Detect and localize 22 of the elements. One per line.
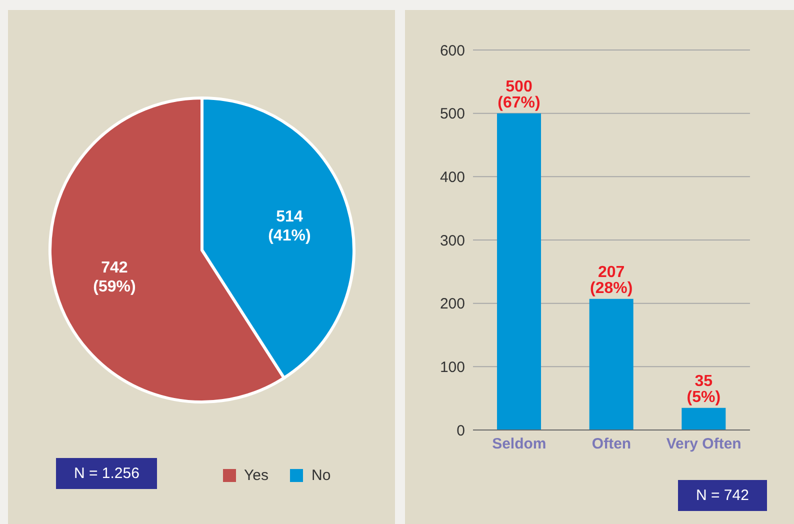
y-tick-label: 100 [440, 358, 465, 376]
bar [682, 408, 726, 430]
data-label: 742 (59%) [93, 260, 136, 296]
bar [589, 298, 634, 430]
data-label: 514 (41%) [268, 208, 311, 244]
data-label: 500 (67%) [498, 78, 540, 112]
y-tick-label: 500 [440, 106, 465, 123]
y-tick-label: 400 [440, 168, 465, 186]
data-label: 35 (5%) [686, 372, 721, 406]
y-tick-label: 0 [456, 422, 465, 440]
x-tick-label: Very Often [666, 436, 742, 453]
data-label: 207 (28%) [590, 264, 633, 297]
y-tick-label: 200 [440, 296, 465, 313]
text: N = 1.256 [56, 458, 158, 489]
x-tick-label: Often [592, 436, 632, 453]
legend-label: No [310, 467, 331, 484]
text: N = 742 [678, 480, 767, 511]
bar [497, 113, 542, 430]
x-tick-label: Seldom [492, 436, 546, 453]
y-tick-label: 600 [440, 42, 465, 60]
legend-label: Yes [243, 467, 268, 484]
y-tick-label: 300 [440, 232, 465, 250]
